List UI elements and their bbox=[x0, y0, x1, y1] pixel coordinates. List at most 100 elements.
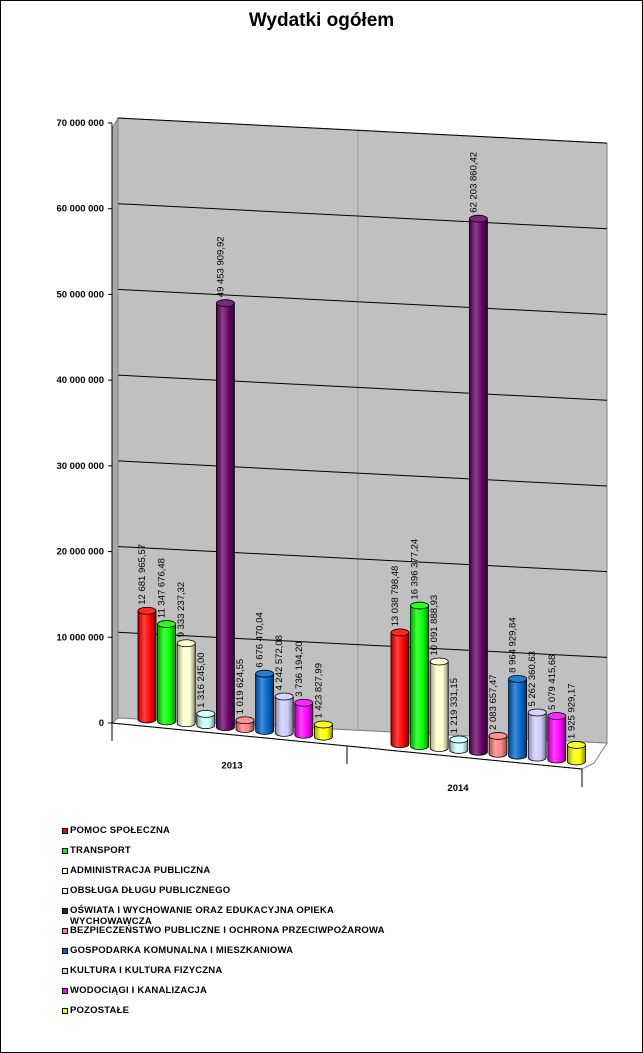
legend-swatch bbox=[62, 948, 68, 954]
bar-body bbox=[157, 623, 176, 726]
y-tick-label: 10 000 000 bbox=[56, 632, 104, 643]
bar-top bbox=[313, 720, 333, 729]
bars bbox=[137, 214, 586, 766]
bar bbox=[390, 628, 410, 749]
legend-label: OBSŁUGA DŁUGU PUBLICZNEGO bbox=[70, 885, 231, 896]
data-label: 9 333 237,32 bbox=[176, 582, 187, 637]
data-label: 8 964 929,84 bbox=[508, 617, 519, 672]
bar bbox=[196, 709, 216, 730]
y-tick-label: 60 000 000 bbox=[56, 204, 104, 215]
bar-top bbox=[429, 657, 449, 666]
legend-item: POMOC SPOŁECZNA bbox=[62, 822, 622, 842]
bar bbox=[567, 741, 586, 766]
legend-label: BEZPIECZEŃSTWO PUBLICZNE I OCHRONA PRZEC… bbox=[70, 925, 385, 936]
bar-body bbox=[137, 610, 157, 724]
bar-body bbox=[314, 724, 333, 741]
y-tick-label: 70 000 000 bbox=[56, 118, 104, 129]
bar bbox=[449, 735, 469, 754]
bar-body bbox=[508, 678, 527, 760]
bar bbox=[137, 606, 157, 724]
gridline bbox=[117, 546, 608, 573]
data-label: 62 203 860,42 bbox=[468, 152, 479, 213]
bar-top bbox=[157, 620, 177, 628]
data-label: 1 925 929,17 bbox=[566, 683, 577, 738]
legend-swatch bbox=[62, 988, 68, 994]
legend-label: KULTURA I KULTURA FIZYCZNA bbox=[70, 965, 223, 976]
gridline bbox=[117, 374, 608, 401]
x-tick-label: 2014 bbox=[447, 783, 469, 794]
bar bbox=[274, 692, 294, 737]
bar-top bbox=[410, 601, 430, 610]
legend-label: GOSPODARKA KOMUNALNA I MIESZKANIOWA bbox=[70, 945, 294, 956]
bar-body bbox=[274, 696, 294, 737]
legend-item: OŚWIATA I WYCHOWANIE ORAZ EDUKACYJNA OPI… bbox=[62, 902, 622, 927]
bar bbox=[255, 669, 275, 735]
bar bbox=[429, 657, 449, 752]
legend: POMOC SPOŁECZNA TRANSPORT ADMINISTRACJA PU… bbox=[62, 822, 622, 1022]
bar-body bbox=[429, 661, 449, 752]
bar-body bbox=[294, 702, 314, 739]
legend-item: OBSŁUGA DŁUGU PUBLICZNEGO bbox=[62, 882, 622, 902]
bar-top bbox=[547, 712, 567, 720]
bar bbox=[176, 639, 196, 728]
bar-top bbox=[294, 698, 314, 707]
legend-item: BEZPIECZEŃSTWO PUBLICZNE I OCHRONA PRZEC… bbox=[62, 922, 622, 942]
legend-swatch bbox=[62, 828, 68, 834]
bar bbox=[294, 698, 314, 739]
side-wall bbox=[111, 117, 119, 725]
legend-label: WODOCIĄGI I KANALIZACJA bbox=[70, 985, 208, 996]
bar-top bbox=[137, 606, 157, 615]
chart-title: Wydatki ogółem bbox=[248, 10, 395, 31]
bar-top bbox=[468, 214, 488, 223]
bar-top bbox=[527, 708, 547, 717]
data-label: 1 316 245,00 bbox=[196, 652, 207, 707]
legend-item: TRANSPORT bbox=[62, 842, 622, 862]
legend-label: ADMINISTRACJA PUBLICZNA bbox=[70, 865, 211, 876]
legend-swatch bbox=[62, 908, 68, 914]
legend-label: POMOC SPOŁECZNA bbox=[70, 825, 171, 836]
gridline bbox=[117, 288, 608, 316]
bar-top bbox=[176, 639, 196, 648]
y-tick-label: 50 000 000 bbox=[56, 289, 104, 300]
data-label: 16 396 377,24 bbox=[410, 539, 421, 600]
legend-label: TRANSPORT bbox=[70, 845, 131, 856]
legend-label: OŚWIATA I WYCHOWANIE ORAZ EDUKACYJNA OPI… bbox=[70, 905, 334, 927]
legend-swatch bbox=[62, 868, 68, 874]
bar-top bbox=[215, 299, 235, 308]
bar-body bbox=[410, 605, 429, 751]
data-label: 10 091 888,93 bbox=[429, 595, 440, 656]
data-label: 12 681 965,57 bbox=[137, 544, 148, 605]
legend-item: WODOCIĄGI I KANALIZACJA bbox=[62, 982, 622, 1002]
bar-body bbox=[216, 302, 235, 731]
bar-top bbox=[255, 669, 275, 678]
bar-body bbox=[255, 673, 274, 735]
data-label: 5 079 415,68 bbox=[547, 655, 558, 710]
bar bbox=[215, 299, 235, 731]
y-tick-label: 0 bbox=[99, 718, 104, 729]
y-tick-label: 20 000 000 bbox=[56, 547, 104, 558]
bar-top bbox=[449, 735, 469, 744]
x-axis: 2013 2014 bbox=[111, 722, 583, 794]
legend-label: POZOSTAŁE bbox=[70, 1005, 130, 1016]
bar bbox=[313, 720, 333, 741]
data-label: 1 219 331,15 bbox=[449, 678, 460, 733]
legend-swatch bbox=[62, 968, 68, 974]
gridline bbox=[117, 460, 608, 487]
gridline bbox=[117, 203, 608, 230]
y-axis: 0 10 000 000 20 000 000 30 000 000 40 000 00… bbox=[56, 118, 113, 729]
bar-body bbox=[488, 735, 508, 758]
bar-body bbox=[449, 739, 469, 754]
legend-item: KULTURA I KULTURA FIZYCZNA bbox=[62, 962, 622, 982]
data-label: 11 347 676,48 bbox=[157, 558, 168, 618]
data-label: 49 453 909,92 bbox=[215, 236, 226, 297]
bar-body bbox=[196, 713, 216, 730]
data-label: 13 038 798,48 bbox=[390, 566, 401, 627]
bar bbox=[547, 712, 567, 764]
chart-gridlines bbox=[117, 117, 608, 658]
legend-item: GOSPODARKA KOMUNALNA I MIESZKANIOWA bbox=[62, 942, 622, 962]
data-label: 4 242 572,08 bbox=[274, 635, 285, 690]
legend-swatch bbox=[62, 1008, 68, 1014]
legend-swatch bbox=[62, 848, 68, 854]
bar bbox=[527, 708, 547, 762]
legend-item: POZOSTAŁE bbox=[62, 1002, 622, 1022]
